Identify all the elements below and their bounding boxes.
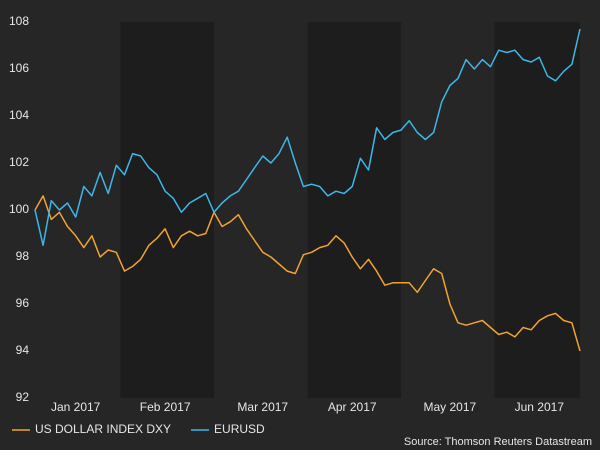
month-band <box>120 22 214 398</box>
y-tick-label: 108 <box>9 14 29 28</box>
y-tick-label: 92 <box>16 390 30 404</box>
line-series <box>34 28 581 247</box>
y-tick-label: 106 <box>9 61 29 75</box>
legend-label: EURUSD <box>214 422 265 436</box>
x-tick-label: Apr 2017 <box>328 400 377 414</box>
y-tick-label: 104 <box>9 108 29 122</box>
y-tick-label: 100 <box>9 202 29 216</box>
month-band <box>494 22 580 398</box>
x-tick-label: Mar 2017 <box>237 400 288 414</box>
y-tick-label: 98 <box>16 249 30 263</box>
x-tick-label: Jan 2017 <box>51 400 101 414</box>
line-series <box>34 195 581 352</box>
y-tick-label: 102 <box>9 155 29 169</box>
legend-label: US DOLLAR INDEX DXY <box>35 422 171 436</box>
month-band <box>307 22 402 398</box>
source-note: Source: Thomson Reuters Datastream <box>404 436 592 448</box>
x-tick-label: Feb 2017 <box>140 400 191 414</box>
month-bands <box>120 22 580 398</box>
x-tick-label: Jun 2017 <box>515 400 565 414</box>
x-tick-label: May 2017 <box>423 400 476 414</box>
y-tick-label: 94 <box>16 343 30 357</box>
y-tick-label: 96 <box>16 296 30 310</box>
